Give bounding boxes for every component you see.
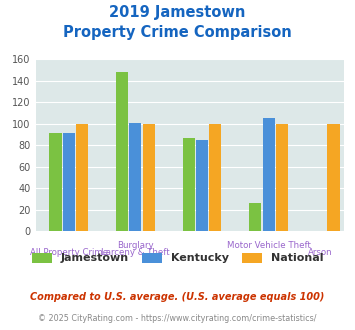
Legend: Jamestown, Kentucky, National: Jamestown, Kentucky, National: [32, 253, 323, 263]
Bar: [196, 140, 208, 231]
Text: Burglary: Burglary: [117, 241, 154, 250]
Bar: [249, 203, 261, 231]
Text: Compared to U.S. average. (U.S. average equals 100): Compared to U.S. average. (U.S. average …: [30, 292, 325, 302]
Text: Arson: Arson: [308, 248, 332, 257]
Text: Larceny & Theft: Larceny & Theft: [101, 248, 170, 257]
Bar: [76, 124, 88, 231]
Bar: [63, 133, 75, 231]
Text: Property Crime Comparison: Property Crime Comparison: [63, 25, 292, 40]
Bar: [327, 124, 339, 231]
Text: Motor Vehicle Theft: Motor Vehicle Theft: [227, 241, 311, 250]
Text: 2019 Jamestown: 2019 Jamestown: [109, 5, 246, 20]
Bar: [263, 118, 275, 231]
Text: © 2025 CityRating.com - https://www.cityrating.com/crime-statistics/: © 2025 CityRating.com - https://www.city…: [38, 314, 317, 323]
Bar: [183, 138, 195, 231]
Bar: [129, 123, 142, 231]
Bar: [276, 124, 288, 231]
Bar: [116, 72, 128, 231]
Text: All Property Crime: All Property Crime: [30, 248, 108, 257]
Bar: [49, 133, 61, 231]
Bar: [209, 124, 222, 231]
Bar: [143, 124, 155, 231]
